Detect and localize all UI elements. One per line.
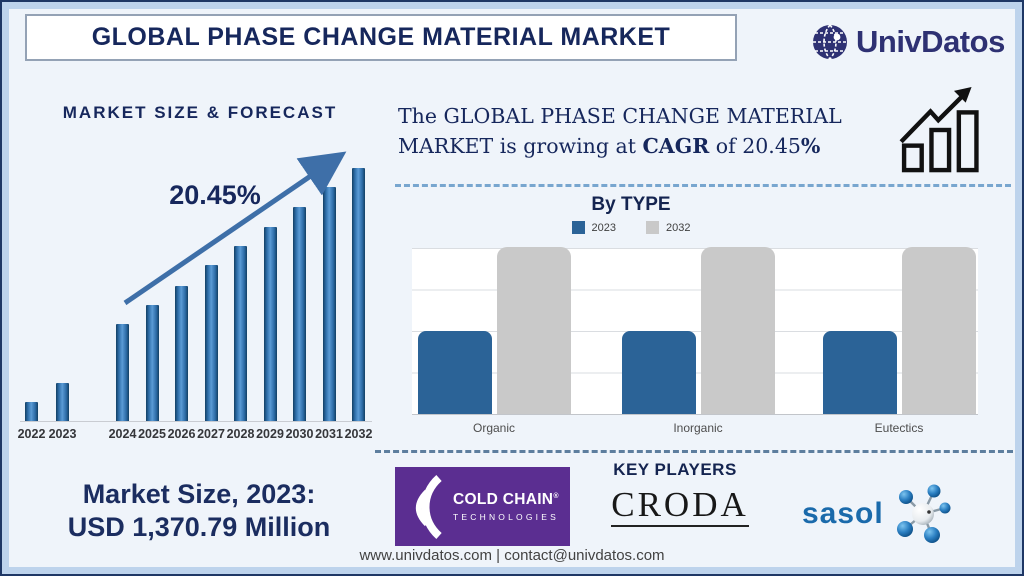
forecast-bar-2025 [145,305,159,421]
bytype-bar-inorganic-2032 [701,247,775,414]
forecast-bar-2023 [56,383,69,421]
market-size-line2: USD 1,370.79 Million [67,512,331,542]
sasol-molecule-icon [896,484,951,543]
legend-label-2032: 2032 [666,221,691,234]
bytype-category-inorganic: Inorganic [673,421,723,435]
market-size-line1: Market Size, 2023: [82,479,316,509]
cagr-note-cagr: CAGR [642,134,710,158]
forecast-bar-2032 [352,168,365,421]
legend-swatch-2032 [646,221,659,234]
legend-swatch-2023 [571,221,585,234]
cagr-note-line1: The GLOBAL PHASE CHANGE MATERIAL [398,104,842,128]
cold-chain-wordmark: COLD CHAIN® TECHNOLOGIES [453,491,559,522]
title-banner: GLOBAL PHASE CHANGE MATERIAL MARKET [25,14,737,61]
bytype-bar-organic-2023 [418,330,492,414]
forecast-xlabel-2024: 2024 [108,427,137,441]
bytype-plot: Organic Inorganic Eutectics [412,247,978,435]
forecast-bar-2031 [322,187,336,421]
bar-chart-growth-icon [899,86,979,173]
bytype-category-eutectics: Eutectics [874,421,924,435]
market-size-callout: Market Size, 2023: USD 1,370.79 Million [8,478,390,544]
forecast-bar-2024 [116,324,129,421]
brand-name: UnivDatos [856,24,1005,59]
forecast-xlabel-2026: 2026 [167,427,196,441]
globe-icon [813,24,847,60]
dashed-divider-bottom [375,450,1013,453]
legend-label-2023: 2023 [591,221,616,234]
dashed-divider-top [395,184,1011,187]
cold-chain-logo: COLD CHAIN® TECHNOLOGIES [395,467,570,546]
forecast-bar-2030 [293,207,306,421]
cagr-note-line2b: of 20.45 [709,134,801,158]
forecast-bar-2029 [263,226,277,421]
croda-wordmark: CRODA [611,486,749,527]
bytype-bar-eutectics-2023 [823,330,897,414]
key-players-heading: KEY PLAYERS [613,460,737,479]
forecast-xlabel-2032: 2032 [344,427,373,441]
bytype-bar-organic-2032 [497,247,571,414]
forecast-xlabel-2030: 2030 [285,427,314,441]
cagr-note-pct: % [800,134,821,158]
forecast-xlabel-2025: 2025 [138,427,166,441]
page-title: GLOBAL PHASE CHANGE MATERIAL MARKET [91,23,671,51]
sasol-logo: sasol [802,482,982,546]
forecast-xlabel-2029: 2029 [256,427,284,441]
cold-chain-name: COLD CHAIN® [453,491,559,508]
forecast-bar-2028 [234,245,247,421]
forecast-xlabel-2031: 2031 [315,427,343,441]
bytype-bar-inorganic-2023 [622,330,696,414]
bytype-legend: 2023 2032 [431,221,831,234]
forecast-xlabel-2023: 2023 [48,427,77,441]
cagr-annotation: 20.45% [169,180,261,210]
bytype-category-organic: Organic [472,421,516,435]
forecast-xlabel-2027: 2027 [197,427,225,441]
forecast-bar-2022 [25,402,38,421]
croda-logo: CRODA [600,486,760,527]
sasol-wordmark: sasol [802,497,884,530]
cagr-note: The GLOBAL PHASE CHANGE MATERIAL MARKET … [398,101,868,161]
forecast-bar-2027 [204,264,218,421]
brand-logo: UnivDatos [810,22,1005,62]
cagr-note-line2a: MARKET is growing at [398,134,643,158]
forecast-xlabel-2028: 2028 [226,427,255,441]
forecast-bar-2026 [175,285,188,421]
legend-item-2023: 2023 [571,221,616,234]
bytype-chart-title: By TYPE [591,194,671,215]
registered-mark: ® [553,492,559,500]
forecast-chart-title: MARKET SIZE & FORECAST [62,103,338,122]
cold-chain-swoosh-icon [415,474,442,539]
legend-item-2032: 2032 [646,221,690,234]
cold-chain-sub: TECHNOLOGIES [453,512,559,522]
forecast-xlabel-2022: 2022 [17,427,46,441]
footer-contact: www.univdatos.com | contact@univdatos.co… [359,547,665,564]
bytype-bar-eutectics-2032 [902,247,976,414]
